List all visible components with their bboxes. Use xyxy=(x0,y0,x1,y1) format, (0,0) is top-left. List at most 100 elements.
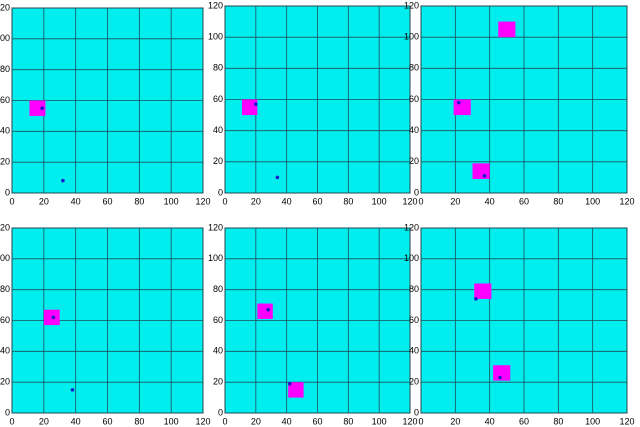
x-tick-label: 60 xyxy=(312,416,322,426)
x-tick-label: 60 xyxy=(102,416,112,426)
x-tick-label: 80 xyxy=(134,196,144,206)
y-tick-label: 40 xyxy=(0,126,10,136)
x-tick-label: 60 xyxy=(312,196,322,206)
square-marker xyxy=(29,100,46,116)
point-marker xyxy=(474,297,478,301)
y-tick-label: 0 xyxy=(5,407,10,417)
y-tick-label: 20 xyxy=(0,377,10,387)
point-marker xyxy=(40,106,45,111)
x-tick-label: 20 xyxy=(251,416,261,426)
x-tick-label: 120 xyxy=(402,196,417,206)
point-marker xyxy=(498,375,502,380)
y-tick-label: 120 xyxy=(0,222,10,232)
x-tick-label: 100 xyxy=(164,196,179,206)
point-marker xyxy=(51,315,56,320)
point-marker xyxy=(254,102,258,106)
x-tick-label: 80 xyxy=(134,416,144,426)
x-tick-label: 20 xyxy=(450,196,460,206)
y-tick-label: 120 xyxy=(0,2,10,12)
point-marker xyxy=(275,175,280,180)
y-tick-label: 80 xyxy=(409,63,419,73)
point-marker xyxy=(70,388,75,392)
y-tick-label: 40 xyxy=(213,125,223,135)
y-tick-label: 100 xyxy=(404,32,419,42)
y-tick-label: 80 xyxy=(213,284,223,294)
y-tick-label: 40 xyxy=(409,346,419,356)
y-tick-label: 80 xyxy=(0,284,10,294)
x-tick-label: 100 xyxy=(164,416,179,426)
square-marker xyxy=(453,99,471,116)
y-tick-label: 100 xyxy=(404,253,419,263)
square-marker xyxy=(472,163,490,179)
y-tick-label: 40 xyxy=(213,346,223,356)
x-tick-label: 120 xyxy=(619,416,634,426)
point-marker xyxy=(456,100,461,105)
x-tick-label: 120 xyxy=(402,416,417,426)
y-tick-label: 100 xyxy=(0,253,10,263)
x-tick-label: 80 xyxy=(343,416,353,426)
x-tick-label: 60 xyxy=(519,196,529,206)
x-tick-label: 20 xyxy=(39,196,49,206)
y-tick-label: 20 xyxy=(213,156,223,166)
x-tick-label: 120 xyxy=(195,416,210,426)
x-tick-label: 60 xyxy=(519,416,529,426)
square-marker xyxy=(257,303,273,319)
square-marker xyxy=(288,382,304,398)
x-tick-label: 0 xyxy=(222,416,227,426)
x-tick-label: 80 xyxy=(343,196,353,206)
y-tick-label: 60 xyxy=(409,94,419,104)
y-tick-label: 20 xyxy=(213,377,223,387)
x-tick-label: 60 xyxy=(102,196,112,206)
square-marker xyxy=(493,365,511,381)
x-tick-label: 40 xyxy=(485,416,495,426)
y-tick-label: 80 xyxy=(213,63,223,73)
square-marker xyxy=(474,283,492,299)
x-tick-label: 120 xyxy=(195,196,210,206)
y-tick-label: 120 xyxy=(208,222,223,232)
point-marker xyxy=(482,174,487,178)
y-tick-label: 0 xyxy=(218,407,223,417)
x-tick-label: 40 xyxy=(485,196,495,206)
x-tick-label: 100 xyxy=(372,196,387,206)
x-tick-label: 80 xyxy=(553,416,563,426)
y-tick-label: 0 xyxy=(414,407,419,417)
x-tick-label: 40 xyxy=(71,196,81,206)
x-tick-label: 0 xyxy=(9,196,14,206)
y-tick-label: 120 xyxy=(208,0,223,10)
y-tick-label: 80 xyxy=(0,64,10,74)
y-tick-label: 60 xyxy=(0,315,10,325)
y-tick-label: 120 xyxy=(404,222,419,232)
x-tick-label: 0 xyxy=(418,196,423,206)
point-marker xyxy=(266,307,270,312)
x-tick-label: 20 xyxy=(251,196,261,206)
y-tick-label: 100 xyxy=(208,253,223,263)
x-tick-label: 80 xyxy=(553,196,563,206)
y-tick-label: 80 xyxy=(409,284,419,294)
x-tick-label: 100 xyxy=(372,416,387,426)
y-tick-label: 60 xyxy=(213,315,223,325)
y-tick-label: 100 xyxy=(208,32,223,42)
y-tick-label: 100 xyxy=(0,33,10,43)
x-tick-label: 40 xyxy=(282,416,292,426)
x-tick-label: 0 xyxy=(9,416,14,426)
square-marker xyxy=(241,99,258,116)
x-tick-label: 0 xyxy=(418,416,423,426)
x-tick-label: 100 xyxy=(585,416,600,426)
y-tick-label: 0 xyxy=(218,187,223,197)
x-tick-label: 40 xyxy=(282,196,292,206)
y-tick-label: 20 xyxy=(409,377,419,387)
x-tick-label: 20 xyxy=(450,416,460,426)
x-tick-label: 100 xyxy=(585,196,600,206)
x-tick-label: 20 xyxy=(39,416,49,426)
y-tick-label: 60 xyxy=(409,315,419,325)
y-tick-label: 0 xyxy=(5,187,10,197)
y-tick-label: 0 xyxy=(414,187,419,197)
y-tick-label: 20 xyxy=(409,156,419,166)
x-tick-label: 120 xyxy=(619,196,634,206)
